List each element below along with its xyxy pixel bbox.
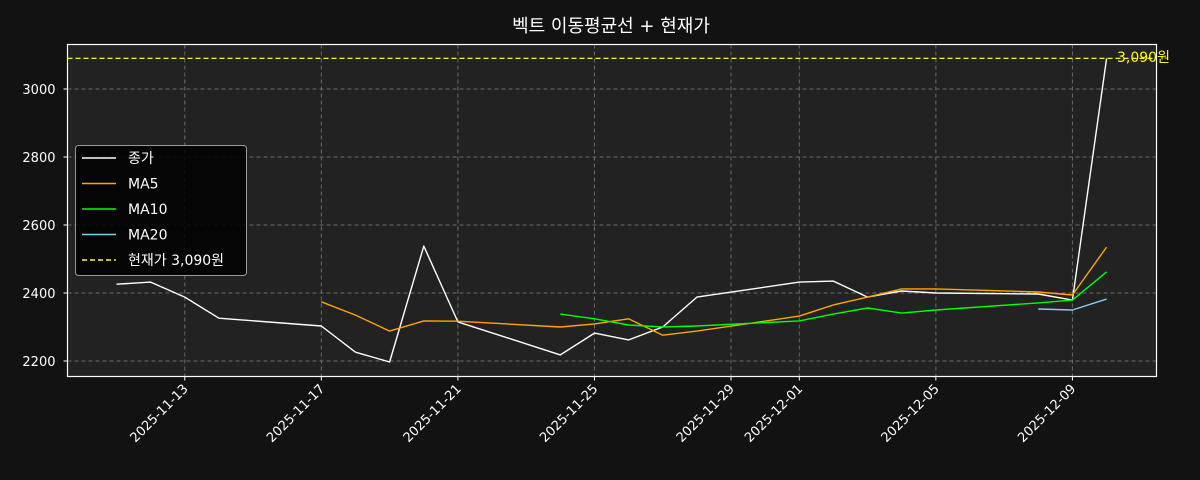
- series-ma10: [560, 271, 1108, 328]
- legend-box: [75, 145, 247, 276]
- x-tick-label: 2025-11-21: [401, 382, 465, 446]
- plot-frame: [66, 43, 1158, 378]
- x-tick-label: 2025-11-29: [674, 382, 738, 446]
- current-price-annotation: 3,090원: [1117, 50, 1170, 66]
- x-tick-label: 2025-11-13: [128, 382, 192, 446]
- series-ma20: [1038, 298, 1107, 311]
- x-tick-label: 2025-12-05: [879, 382, 943, 446]
- legend-label: MA5: [128, 177, 159, 193]
- y-tick-label: 3000: [22, 83, 55, 98]
- legend-label: 현재가 3,090원: [128, 253, 224, 269]
- y-tick-label: 2600: [22, 219, 55, 234]
- y-tick-label: 2800: [22, 151, 55, 166]
- series-lines: [116, 58, 1108, 363]
- x-tick-label: 2025-12-09: [1015, 382, 1079, 446]
- y-tick-label: 2200: [22, 355, 55, 370]
- x-tick-label: 2025-11-25: [537, 382, 601, 446]
- x-axis: 2025-11-13 2025-11-17 2025-11-21 2025-11-25…: [128, 376, 1079, 446]
- legend-label: MA10: [128, 202, 167, 218]
- series-종가: [116, 58, 1108, 363]
- y-axis: 2200 2400 2600 2800 3000: [22, 83, 68, 370]
- x-tick-label: 2025-12-01: [742, 382, 806, 446]
- series-ma5: [321, 246, 1108, 336]
- chart-title: 벡트 이동평균선 + 현재가: [512, 16, 710, 37]
- legend-label: MA20: [128, 228, 167, 244]
- legend-label: 종가: [128, 151, 154, 167]
- legend: 종가 MA5 MA10 MA20 현재가 3,090원: [75, 145, 247, 276]
- x-tick-label: 2025-11-17: [264, 382, 328, 446]
- y-tick-label: 2400: [22, 287, 55, 302]
